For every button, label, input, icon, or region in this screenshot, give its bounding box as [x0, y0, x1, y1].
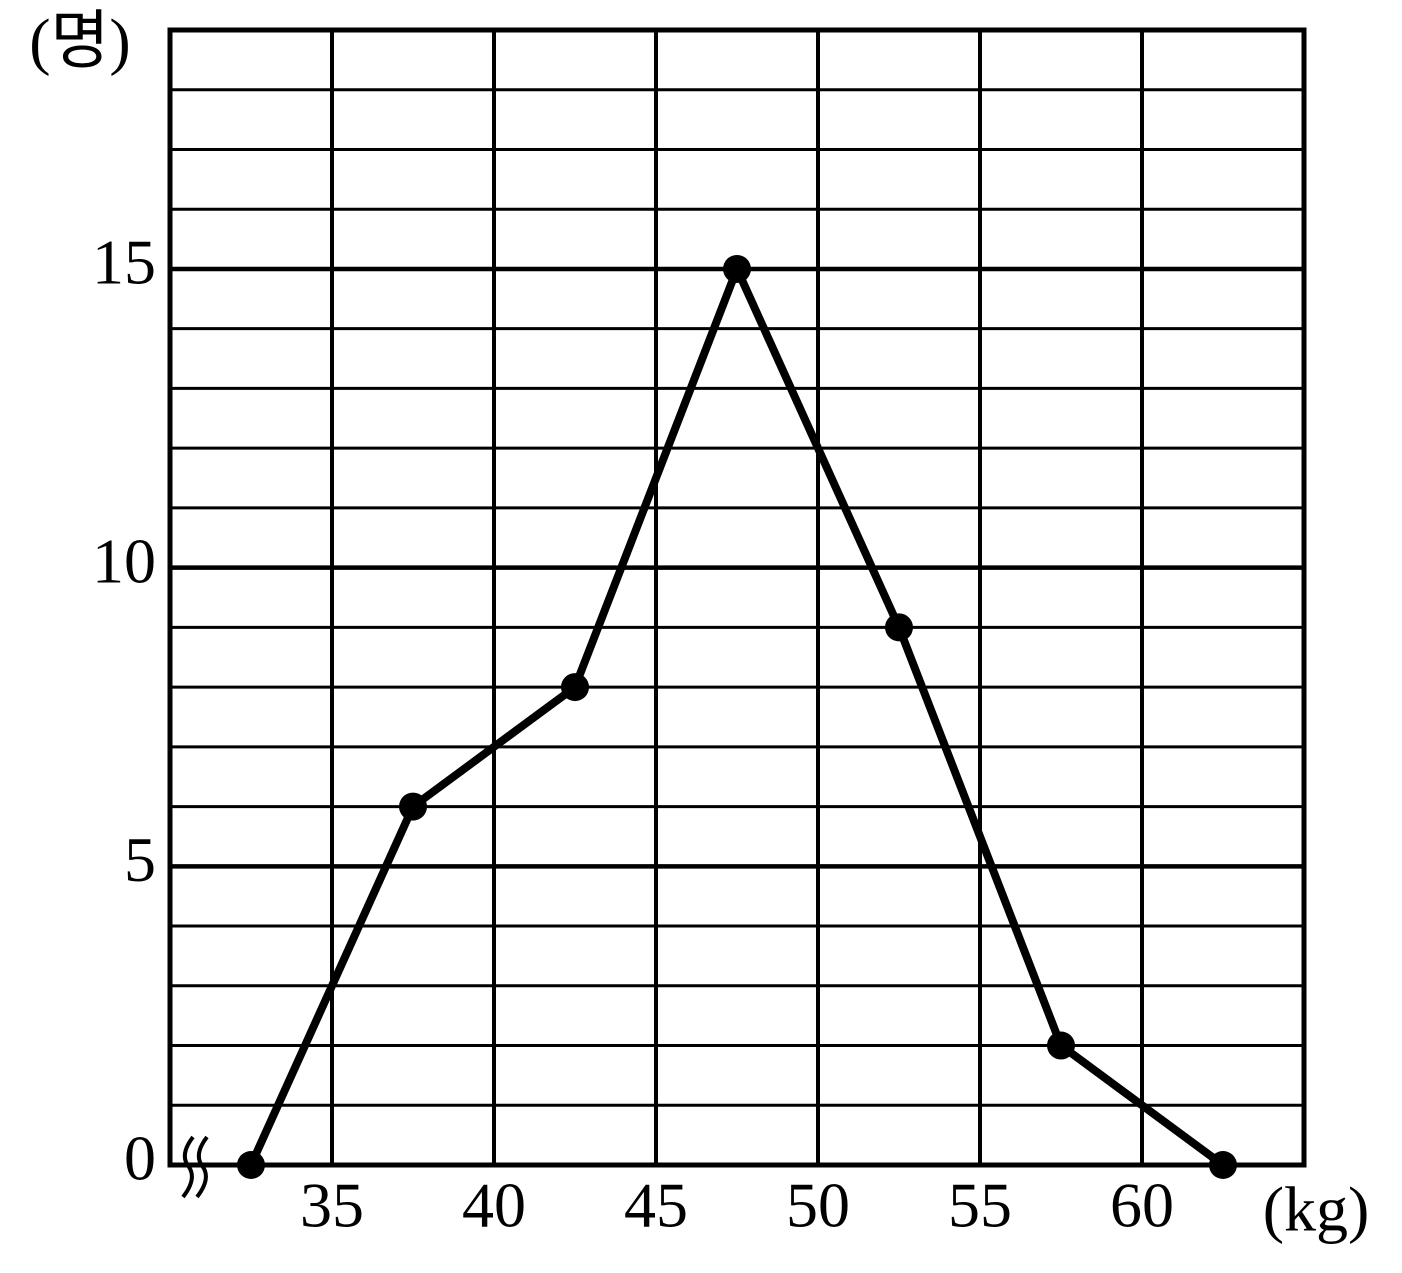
- x-tick-label: 50: [786, 1170, 850, 1241]
- y-axis-label: (명): [29, 6, 131, 77]
- x-tick-label: 35: [300, 1170, 364, 1241]
- x-tick-label: 40: [462, 1170, 526, 1241]
- y-tick-label: 15: [92, 227, 156, 298]
- x-tick-label: 60: [1110, 1170, 1174, 1241]
- plot-frame: [167, 27, 1307, 1168]
- data-point: [237, 1151, 265, 1179]
- data-point: [723, 254, 751, 283]
- data-point: [1209, 1151, 1237, 1179]
- x-tick-label: 45: [624, 1170, 688, 1241]
- y-tick-label: 0: [124, 1123, 156, 1194]
- data-point: [561, 673, 589, 702]
- data-line: [247, 264, 1226, 1169]
- x-tick-label: 55: [948, 1170, 1012, 1241]
- data-point: [1047, 1031, 1075, 1060]
- y-tick-label: 5: [124, 824, 156, 895]
- y-tick-label: 10: [92, 525, 156, 596]
- data-point: [885, 613, 913, 642]
- data-point: [399, 792, 427, 821]
- x-axis-label: (kg): [1263, 1174, 1370, 1245]
